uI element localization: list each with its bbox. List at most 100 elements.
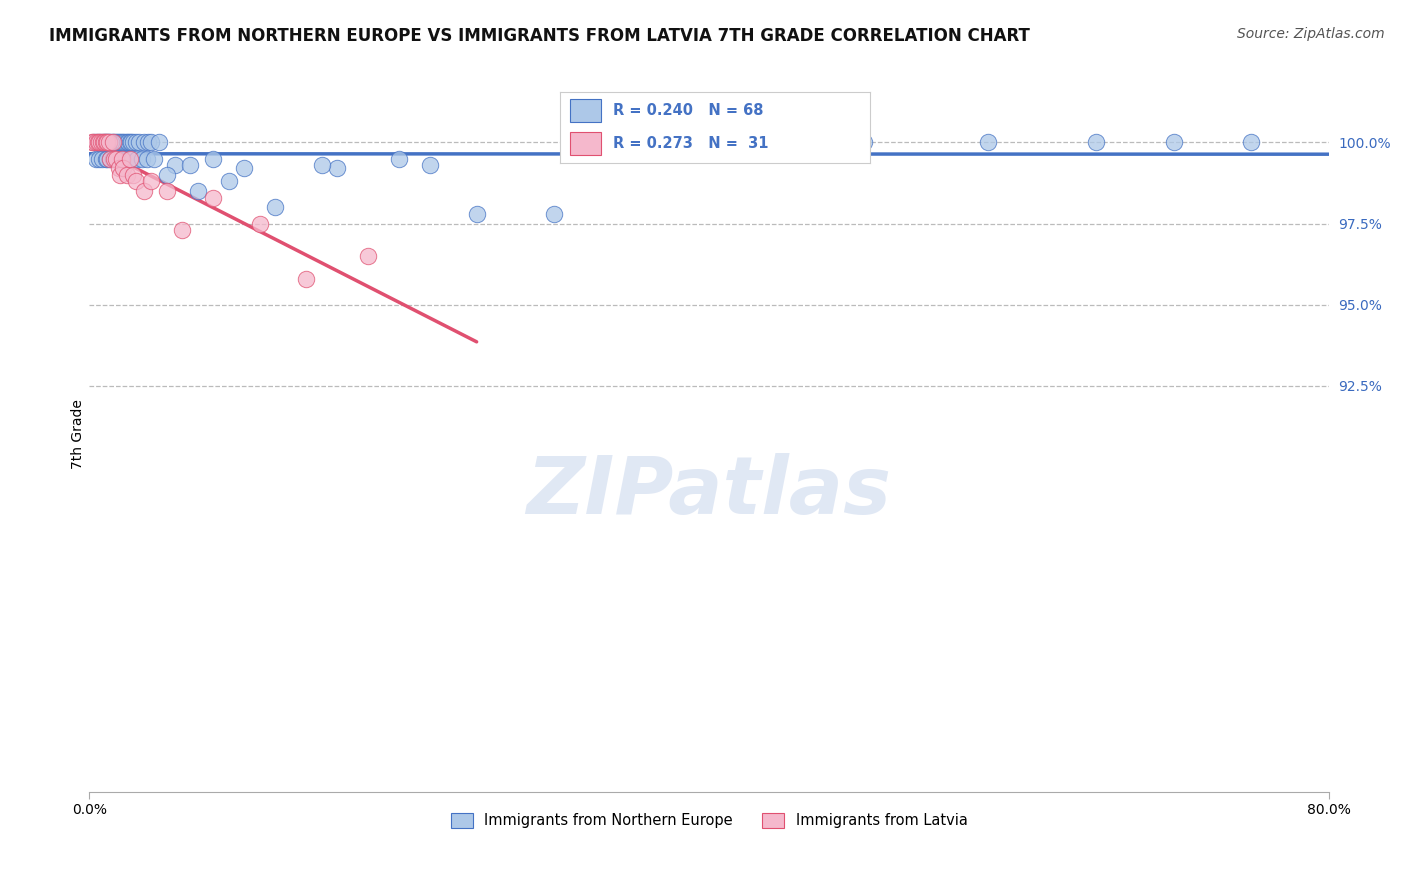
Point <box>172 223 194 237</box>
Point <box>666 136 689 150</box>
Y-axis label: 7th Grade: 7th Grade <box>72 400 86 469</box>
Point <box>108 152 131 166</box>
Point <box>96 152 118 166</box>
Point <box>97 136 120 150</box>
Point <box>744 136 766 150</box>
Point <box>110 168 132 182</box>
Point <box>101 136 124 150</box>
Point <box>84 152 107 166</box>
Point <box>163 158 186 172</box>
Point <box>98 152 121 166</box>
Point <box>1163 136 1185 150</box>
Point <box>90 152 112 166</box>
Legend: Immigrants from Northern Europe, Immigrants from Latvia: Immigrants from Northern Europe, Immigra… <box>444 807 973 834</box>
Point <box>132 136 155 150</box>
Point <box>156 168 179 182</box>
Point <box>202 152 225 166</box>
Point <box>156 184 179 198</box>
Point <box>1240 136 1263 150</box>
Point <box>107 161 129 176</box>
Point <box>141 136 163 150</box>
Point <box>89 136 111 150</box>
Point <box>179 158 201 172</box>
Point <box>97 136 120 150</box>
Point <box>100 136 122 150</box>
Point <box>104 136 127 150</box>
Point <box>249 217 271 231</box>
Point <box>131 152 153 166</box>
Point <box>143 152 166 166</box>
Point <box>620 136 643 150</box>
Point <box>148 136 170 150</box>
Point <box>121 136 143 150</box>
Point <box>87 152 110 166</box>
Point <box>94 152 117 166</box>
Point <box>187 184 209 198</box>
Point <box>96 136 118 150</box>
Point <box>118 152 141 166</box>
Point <box>103 152 125 166</box>
Point <box>121 152 143 166</box>
Point <box>86 136 108 150</box>
Point <box>233 161 256 176</box>
Point <box>388 152 411 166</box>
Point <box>112 136 135 150</box>
Point <box>127 152 149 166</box>
Point <box>118 152 141 166</box>
Point <box>117 136 139 150</box>
Point <box>105 152 128 166</box>
Point <box>98 136 121 150</box>
Point <box>120 136 142 150</box>
Point <box>115 168 138 182</box>
Point <box>87 136 110 150</box>
Point <box>136 136 159 150</box>
Point <box>114 136 136 150</box>
Point <box>311 158 333 172</box>
Point <box>94 136 117 150</box>
Point <box>125 174 148 188</box>
Point <box>115 136 138 150</box>
Point <box>90 136 112 150</box>
Point <box>93 136 115 150</box>
Point <box>101 136 124 150</box>
Point <box>91 136 114 150</box>
Point <box>110 136 132 150</box>
Point <box>132 184 155 198</box>
Point <box>80 136 103 150</box>
Point <box>114 152 136 166</box>
Point <box>135 152 157 166</box>
Point <box>111 136 134 150</box>
Point <box>852 136 875 150</box>
Point <box>357 249 380 263</box>
Point <box>295 271 318 285</box>
Point <box>84 136 107 150</box>
Point <box>89 136 111 150</box>
Point <box>83 136 105 150</box>
Point <box>82 136 104 150</box>
Point <box>218 174 240 188</box>
Point <box>202 190 225 204</box>
Point <box>121 168 143 182</box>
Text: Source: ZipAtlas.com: Source: ZipAtlas.com <box>1237 27 1385 41</box>
Point <box>105 152 128 166</box>
Point <box>326 161 349 176</box>
Point <box>118 136 141 150</box>
Point <box>465 207 488 221</box>
Point <box>103 136 125 150</box>
Point <box>1085 136 1108 150</box>
Point <box>543 207 565 221</box>
Point <box>141 174 163 188</box>
Point <box>103 152 125 166</box>
Point <box>128 136 150 150</box>
Point <box>112 161 135 176</box>
Point <box>111 152 134 166</box>
Point <box>977 136 1000 150</box>
Text: IMMIGRANTS FROM NORTHERN EUROPE VS IMMIGRANTS FROM LATVIA 7TH GRADE CORRELATION : IMMIGRANTS FROM NORTHERN EUROPE VS IMMIG… <box>49 27 1031 45</box>
Point <box>419 158 441 172</box>
Point <box>94 136 117 150</box>
Point <box>96 136 118 150</box>
Point <box>264 200 287 214</box>
Point <box>111 152 134 166</box>
Point <box>98 152 121 166</box>
Point <box>105 136 128 150</box>
